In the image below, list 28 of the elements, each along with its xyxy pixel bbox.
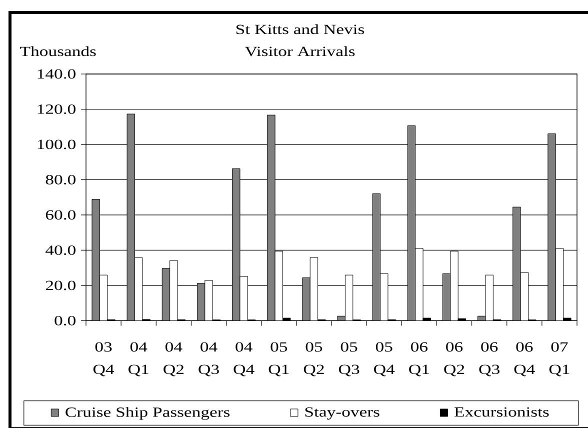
legend-label: Cruise Ship Passengers [66,407,230,420]
x-tick-label: 04 Q2 [164,342,184,376]
x-tick-label: 04 Q4 [234,342,254,376]
y-tick-label: 100.0 [38,140,76,150]
x-tick-label: 04 Q1 [128,342,148,376]
y-tick-label: 20.0 [46,280,76,290]
x-tick-label: 06 Q2 [444,342,464,376]
chart-title: St Kitts and Nevis [236,24,364,34]
y-tick-label: 120.0 [38,104,76,114]
x-tick-label: 05 Q1 [268,342,289,376]
x-tick-label: 07 Q1 [549,342,570,376]
x-tick-label: 06 Q1 [409,342,429,376]
x-tick-label: 05 Q3 [338,342,360,376]
chart-subtitle: Visitor Arrivals [244,46,355,56]
legend-label: Excursionists [454,407,549,417]
y-tick-label: 60.0 [46,210,76,220]
y-axis-title: Thousands [20,46,96,56]
y-tick-label: 0.0 [54,316,76,326]
x-tick-label: 04 Q3 [198,342,219,376]
legend-label: Stay-overs [305,407,380,420]
x-tick-label: 06 Q3 [479,342,500,376]
x-tick-label: 05 Q2 [304,342,324,376]
x-tick-label: 05 Q4 [374,342,395,376]
x-tick-label: 06 Q4 [514,342,535,376]
y-tick-label: 40.0 [45,245,76,255]
y-tick-label: 80.0 [46,174,76,184]
x-tick-label: 03 Q4 [93,342,114,376]
y-tick-label: 140.0 [38,69,76,79]
